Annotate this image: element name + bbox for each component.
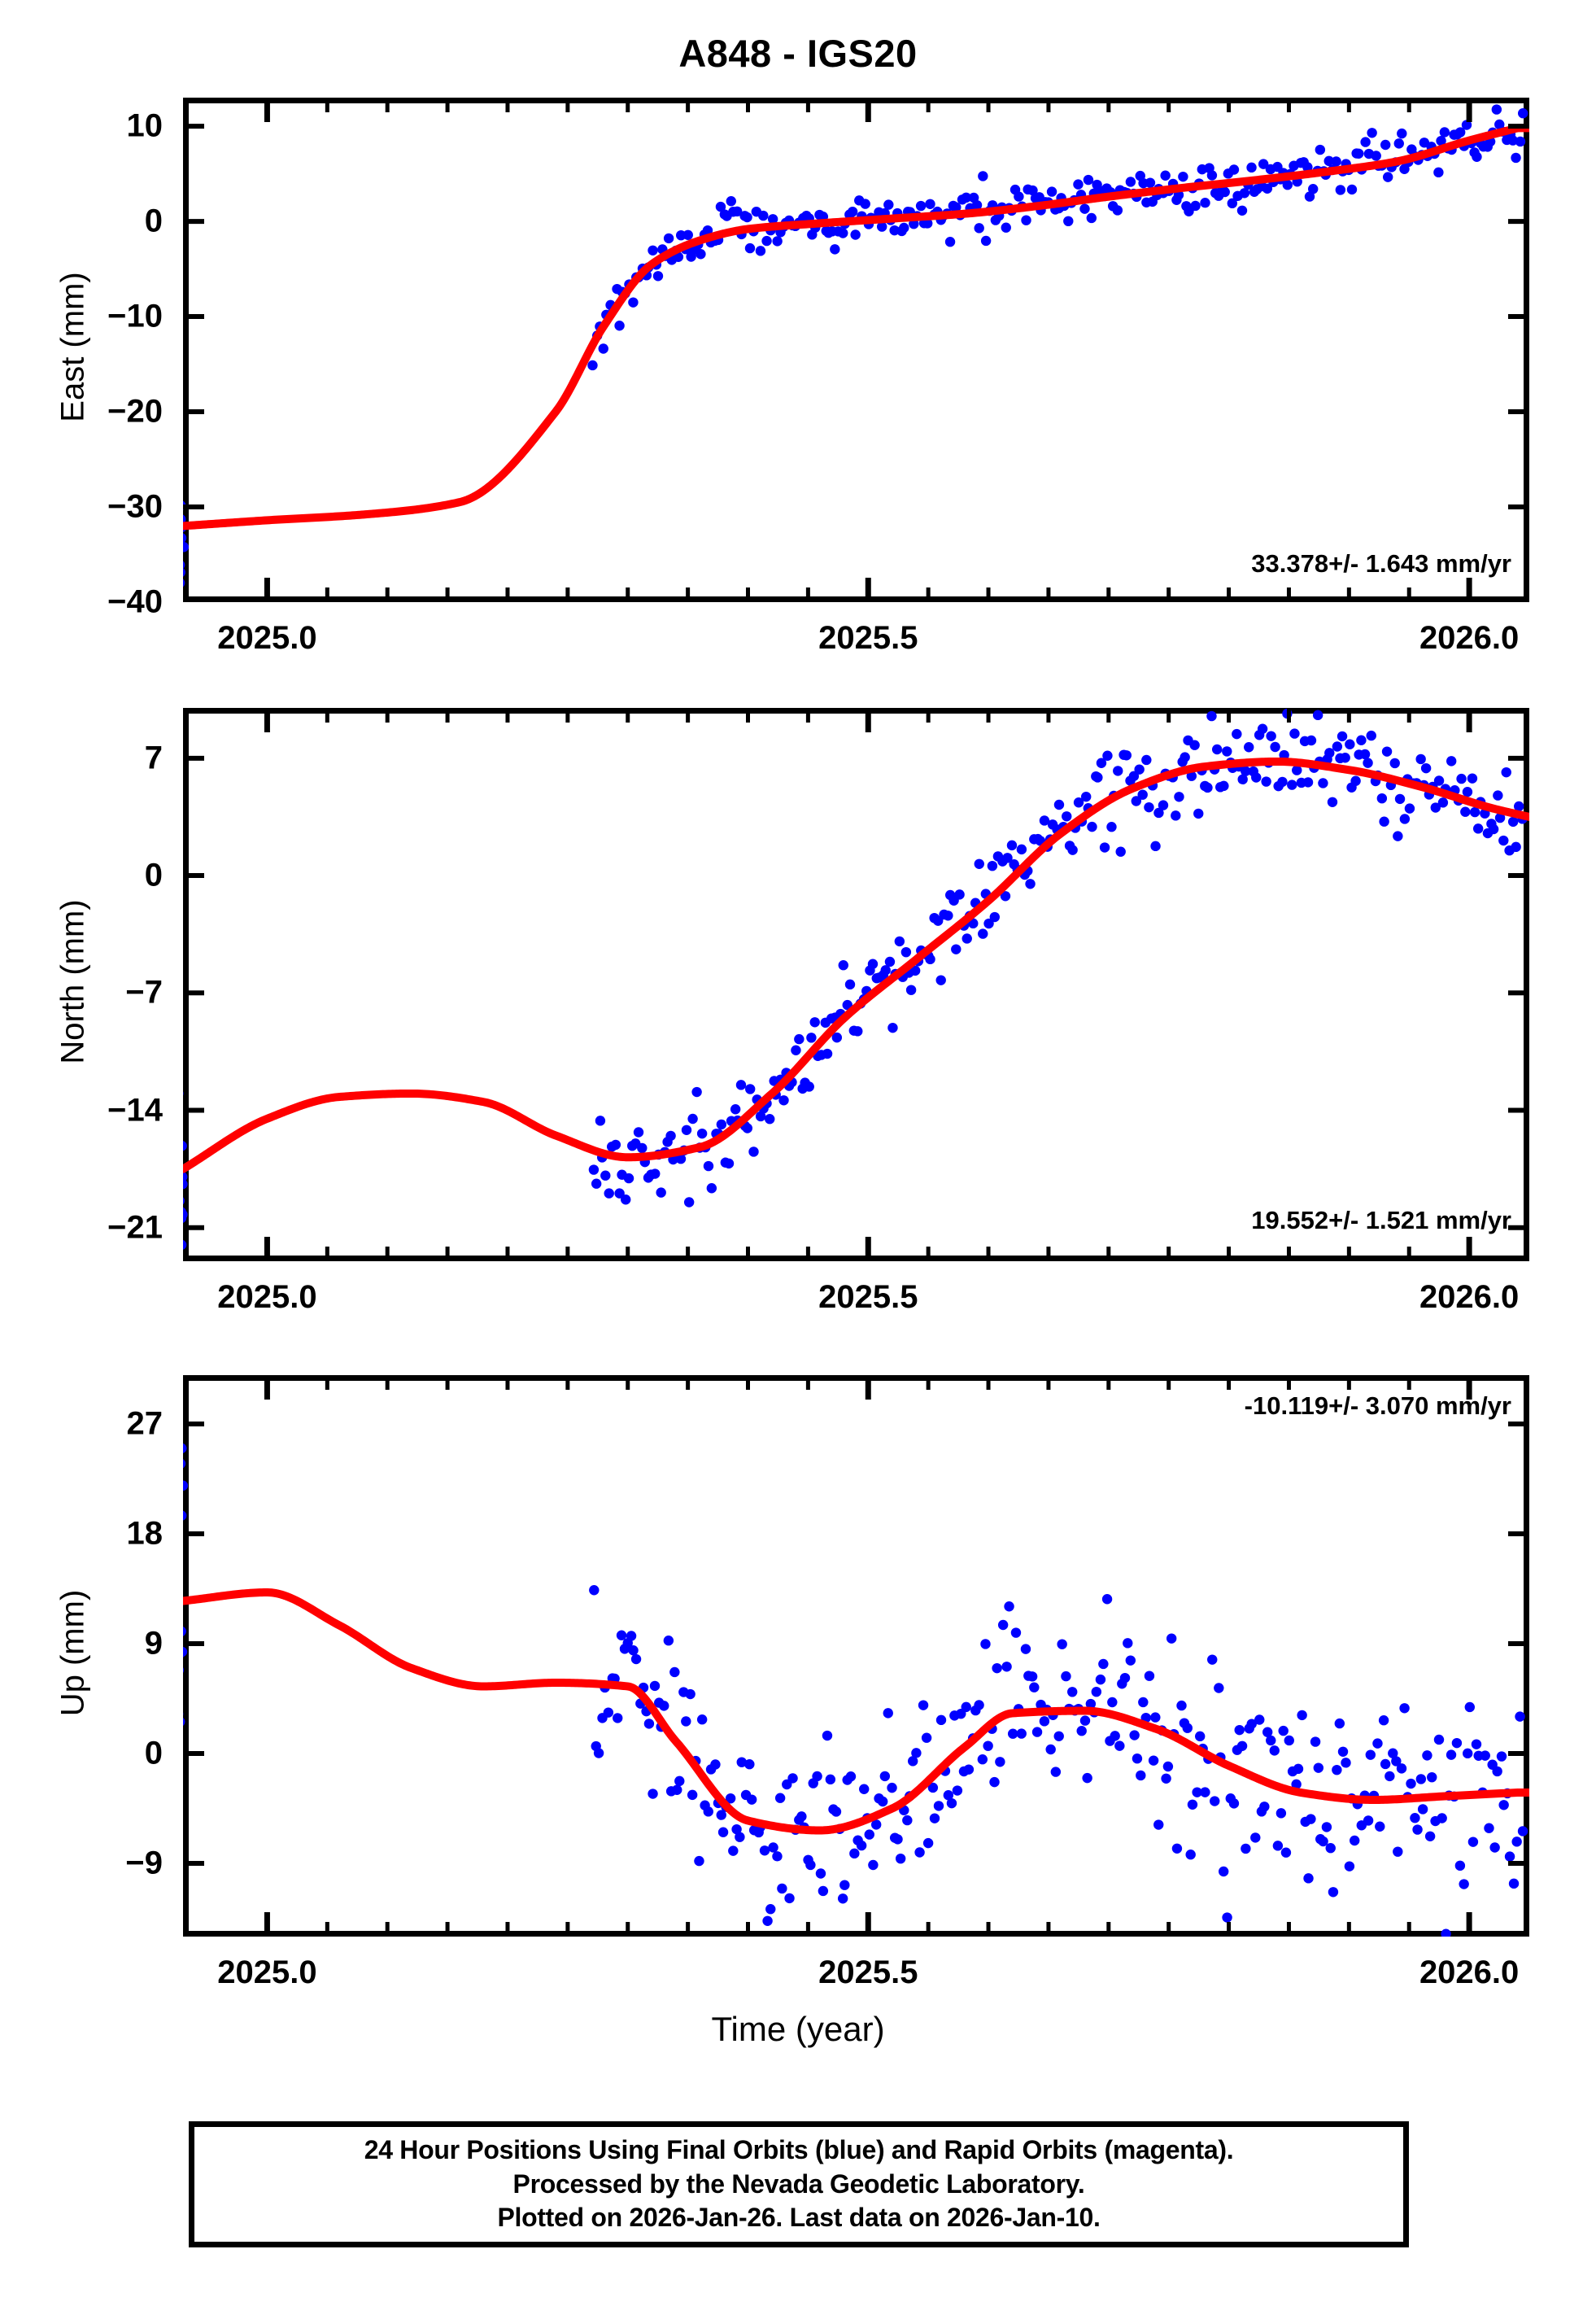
panel-up: -10.119+/- 3.070 mm/yr bbox=[183, 1375, 1529, 1937]
fit-curve bbox=[183, 762, 1529, 1169]
panel-east-frame bbox=[183, 98, 1529, 602]
up-y-tick-label: 0 bbox=[144, 1735, 163, 1771]
up-y-tick-label: 18 bbox=[126, 1515, 164, 1552]
north-rate-annotation: 19.552+/- 1.521 mm/yr bbox=[1251, 1206, 1511, 1234]
north-y-tick-label: −7 bbox=[125, 974, 163, 1011]
up-y-ticks: 27 18 9 0 −9 bbox=[0, 0, 163, 1881]
north-x-tick-label: 2025.5 bbox=[818, 1279, 918, 1315]
axis-ticks bbox=[183, 708, 1529, 1261]
fit-curve bbox=[183, 1592, 1529, 1831]
chart-title: A848 - IGS20 bbox=[678, 32, 918, 75]
north-y-tick-label: 0 bbox=[144, 857, 163, 893]
panel-up-plot bbox=[183, 1375, 1529, 1937]
north-x-tick-label: 2026.0 bbox=[1419, 1279, 1520, 1315]
east-y-tick-label: 0 bbox=[144, 203, 163, 239]
up-x-tick-label: 2025.0 bbox=[217, 1954, 317, 1990]
east-y-tick-label: −40 bbox=[107, 583, 163, 620]
east-y-ticks: 10 0 −10 −20 −30 −40 bbox=[0, 0, 163, 620]
east-y-tick-label: −10 bbox=[107, 298, 163, 334]
panel-north-frame bbox=[183, 708, 1529, 1261]
north-x-ticks: 2025.0 2025.5 2026.0 bbox=[0, 0, 1596, 1315]
panel-east: 33.378+/- 1.643 mm/yr bbox=[183, 98, 1529, 602]
footer-line-3: Plotted on 2026-Jan-26. Last data on 202… bbox=[497, 2203, 1101, 2233]
east-y-tick-label: −20 bbox=[107, 393, 163, 430]
up-x-tick-label: 2025.5 bbox=[818, 1954, 918, 1990]
east-x-ticks: 2025.0 2025.5 2026.0 bbox=[0, 0, 1596, 656]
up-y-tick-label: −9 bbox=[125, 1845, 163, 1881]
north-x-tick-label: 2025.0 bbox=[217, 1279, 317, 1315]
north-y-tick-label: −21 bbox=[107, 1209, 163, 1246]
east-y-tick-label: 10 bbox=[126, 107, 164, 144]
north-y-tick-label: 7 bbox=[144, 740, 163, 776]
footer-box: 24 Hour Positions Using Final Orbits (bl… bbox=[189, 2121, 1409, 2247]
up-y-tick-label: 9 bbox=[144, 1625, 163, 1662]
east-x-tick-label: 2026.0 bbox=[1419, 620, 1520, 656]
east-x-tick-label: 2025.0 bbox=[217, 620, 317, 656]
up-rate-annotation: -10.119+/- 3.070 mm/yr bbox=[1244, 1391, 1511, 1420]
footer-line-2: Processed by the Nevada Geodetic Laborat… bbox=[512, 2168, 1085, 2199]
axis-ticks bbox=[183, 98, 1529, 602]
east-x-tick-label: 2025.5 bbox=[818, 620, 918, 656]
north-y-tick-label: −14 bbox=[107, 1092, 163, 1129]
data-points bbox=[183, 708, 1528, 1250]
panel-north: 19.552+/- 1.521 mm/yr bbox=[183, 708, 1529, 1261]
panel-north-plot bbox=[183, 708, 1529, 1261]
east-rate-annotation: 33.378+/- 1.643 mm/yr bbox=[1251, 549, 1511, 578]
data-points bbox=[183, 1443, 1528, 1937]
east-y-tick-label: −30 bbox=[107, 488, 163, 525]
up-y-tick-label: 27 bbox=[126, 1405, 164, 1442]
panel-east-plot bbox=[183, 98, 1529, 602]
axis-ticks bbox=[183, 1375, 1529, 1937]
up-x-ticks: 2025.0 2025.5 2026.0 bbox=[0, 0, 1596, 1990]
up-x-tick-label: 2026.0 bbox=[1419, 1954, 1520, 1990]
x-axis-title: Time (year) bbox=[711, 2010, 885, 2048]
fit-curve bbox=[183, 128, 1529, 526]
footer-line-1: 24 Hour Positions Using Final Orbits (bl… bbox=[364, 2135, 1234, 2165]
north-y-ticks: 7 0 −7 −14 −21 bbox=[0, 0, 163, 1245]
